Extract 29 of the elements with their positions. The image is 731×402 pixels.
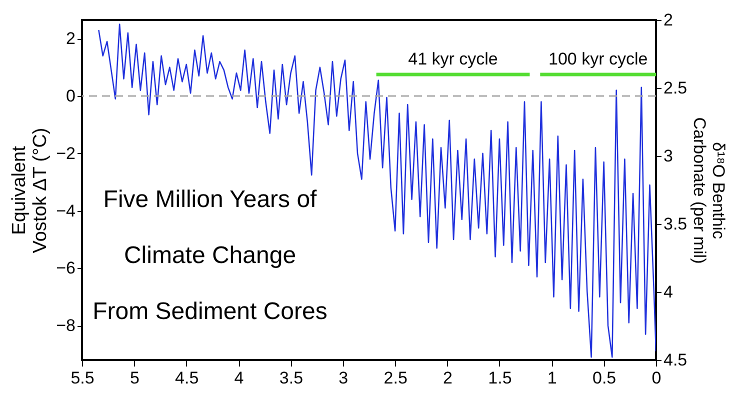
y2-tick-label: 4 xyxy=(664,282,673,302)
y-tick-label: −8 xyxy=(56,316,76,336)
x-tick-label: 5 xyxy=(130,368,140,388)
series-label: 41 kyr cycle xyxy=(408,50,498,69)
y-tick-label: 2 xyxy=(66,29,76,48)
y-tick-label: −6 xyxy=(56,258,76,278)
x-tick-label: 4.5 xyxy=(175,368,199,388)
x-tick-label: 3.5 xyxy=(279,368,304,388)
y-tick-label: −4 xyxy=(56,201,76,220)
x-tick-label: 4 xyxy=(234,368,244,388)
y2-tick-label: 2 xyxy=(664,10,673,30)
y2-tick-label: 3.5 xyxy=(664,214,688,234)
x-tick-label: 1.5 xyxy=(488,368,512,388)
x-tick-label: 3 xyxy=(338,368,348,388)
y2-tick-label: 4.5 xyxy=(664,350,688,370)
y-tick-label: 0 xyxy=(66,86,76,106)
x-tick-label: 0.5 xyxy=(592,368,616,388)
x-tick-label: 1 xyxy=(547,368,557,388)
y2-tick-label: 2.5 xyxy=(664,78,688,98)
y2-tick-label: 3 xyxy=(664,146,673,166)
x-tick-label: 0 xyxy=(652,368,662,388)
series-label: 100 kyr cycle xyxy=(548,50,648,69)
y2-axis-title: δ¹⁸O Benthic Carbonate (per mil) xyxy=(690,117,728,264)
text: Five Million Years of Climate Change From Sediment Cores xyxy=(92,186,328,325)
x-tick-label: 5.5 xyxy=(70,368,94,388)
x-tick-label: 2 xyxy=(443,368,453,388)
y-tick-label: −2 xyxy=(56,144,76,163)
y-axis-title: Equivalent Vostok ΔT (°C) xyxy=(9,128,52,254)
x-tick-label: 2.5 xyxy=(384,368,408,388)
